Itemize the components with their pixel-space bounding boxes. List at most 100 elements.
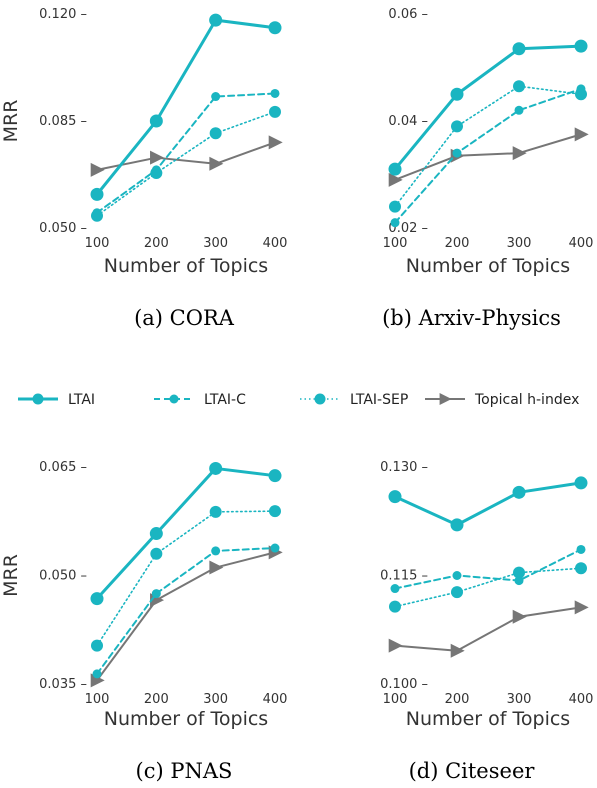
- data-point: [451, 586, 463, 599]
- data-point: [574, 39, 588, 53]
- data-point: [512, 42, 526, 56]
- data-point: [269, 105, 281, 118]
- data-point: [91, 639, 103, 652]
- legend-marker: [314, 393, 326, 405]
- data-point: [388, 162, 402, 176]
- data-point: [270, 88, 280, 98]
- data-point: [514, 105, 524, 115]
- series-ltai: [90, 13, 282, 201]
- x-tick-label: 400: [569, 692, 594, 707]
- series-topical-h-index: [90, 545, 283, 688]
- data-point: [390, 218, 400, 228]
- x-tick-label: 200: [445, 692, 470, 707]
- series-ltai-sep: [91, 105, 281, 222]
- data-point: [149, 114, 163, 128]
- series-line: [95, 18, 277, 196]
- series-line: [393, 44, 583, 171]
- x-axis-label: Number of Topics: [406, 255, 570, 277]
- data-point: [269, 505, 281, 518]
- data-point: [575, 562, 587, 575]
- series-topical-h-index: [388, 127, 589, 187]
- series-ltai: [388, 39, 588, 176]
- data-point: [512, 485, 526, 499]
- x-tick-label: 300: [203, 236, 228, 251]
- data-point: [390, 584, 400, 594]
- legend-item-ltai: LTAI: [18, 392, 95, 408]
- y-axis-label: MRR: [0, 100, 22, 143]
- legend-label: LTAI: [68, 392, 95, 408]
- data-point: [388, 172, 403, 187]
- legend-marker: [169, 394, 179, 404]
- data-point: [452, 148, 462, 158]
- x-tick-label: 200: [144, 236, 169, 251]
- x-tick-label: 400: [263, 692, 288, 707]
- x-tick-label: 200: [445, 236, 470, 251]
- series-ltai: [388, 476, 588, 532]
- x-tick-label: 400: [263, 236, 288, 251]
- data-point: [450, 643, 465, 658]
- series-line: [394, 567, 582, 608]
- panel-caption: (a) CORA: [134, 306, 235, 330]
- legend-marker: [439, 393, 452, 405]
- series-line: [394, 606, 582, 652]
- y-tick-label: 0.035 –: [39, 677, 87, 692]
- data-point: [151, 589, 161, 599]
- series-topical-h-index: [90, 135, 283, 177]
- data-point: [270, 543, 280, 553]
- x-axis-label: Number of Topics: [104, 255, 268, 277]
- y-tick-label: 0.050 –: [39, 221, 87, 236]
- series-line: [394, 548, 582, 590]
- data-point: [151, 165, 161, 175]
- data-point: [268, 21, 282, 35]
- y-tick-label: 0.130 –: [380, 460, 428, 475]
- series-line: [96, 547, 276, 675]
- x-axis-label: Number of Topics: [406, 708, 570, 730]
- data-point: [452, 571, 462, 580]
- panel-caption: (b) Arxiv-Physics: [382, 306, 561, 330]
- y-axis-label: MRR: [0, 554, 22, 597]
- y-tick-label: 0.050 –: [39, 569, 87, 584]
- series-line: [96, 551, 276, 682]
- series-ltai-sep: [389, 80, 587, 213]
- data-point: [150, 547, 163, 560]
- chart-panel-1: 0.050 – 0.085 – 0.120 – 100 200 300 400 Number …: [0, 7, 287, 330]
- y-tick-label: 0.085 –: [39, 114, 87, 129]
- y-tick-label: 0.065 –: [39, 460, 87, 475]
- data-point: [389, 600, 401, 613]
- data-point: [268, 135, 283, 150]
- chart-panel-3: 0.035 – 0.050 – 0.065 – 100 200 300 400Number …: [0, 460, 287, 783]
- data-point: [514, 576, 524, 586]
- x-tick-label: 300: [507, 236, 532, 251]
- data-point: [574, 476, 588, 490]
- data-point: [149, 527, 163, 541]
- y-tick-label: 0.120 –: [39, 7, 87, 22]
- panel-caption: (c) PNAS: [136, 759, 233, 783]
- data-point: [389, 200, 401, 213]
- x-tick-label: 100: [383, 236, 408, 251]
- data-point: [209, 156, 224, 171]
- data-point: [92, 669, 102, 679]
- legend-marker: [32, 393, 44, 405]
- series-line: [394, 87, 582, 224]
- data-point: [450, 518, 464, 532]
- data-point: [576, 84, 586, 94]
- data-point: [574, 127, 589, 142]
- data-point: [388, 638, 403, 653]
- data-point: [451, 120, 463, 133]
- data-point: [513, 80, 525, 93]
- data-point: [92, 208, 102, 218]
- panel-caption: (d) Citeseer: [409, 759, 536, 783]
- series-line: [96, 111, 276, 217]
- x-tick-label: 200: [144, 692, 169, 707]
- series-line: [96, 510, 276, 647]
- legend-item-ltaisep: LTAI-SEP: [300, 392, 408, 408]
- series-ltai-c: [92, 88, 280, 218]
- x-tick-label: 300: [507, 692, 532, 707]
- series-line: [393, 481, 583, 527]
- x-tick-label: 400: [569, 236, 594, 251]
- data-point: [209, 127, 222, 140]
- series-ltai: [90, 461, 282, 606]
- data-point: [268, 469, 282, 483]
